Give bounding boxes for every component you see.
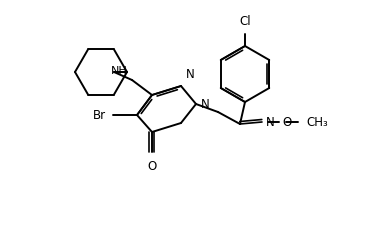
Text: N: N [186,68,195,81]
Text: NH: NH [111,66,128,76]
Text: Br: Br [93,109,106,122]
Text: Cl: Cl [239,15,251,28]
Text: N: N [266,115,275,128]
Text: O: O [147,160,157,173]
Text: CH₃: CH₃ [306,115,328,128]
Text: N: N [201,97,210,110]
Text: O: O [282,115,291,128]
